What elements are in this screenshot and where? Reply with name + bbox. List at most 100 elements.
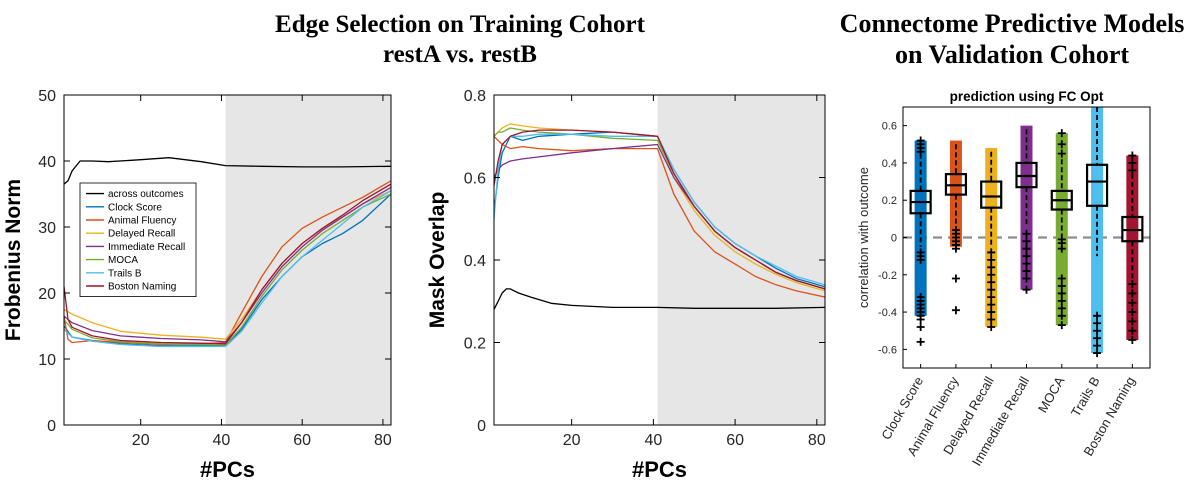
box-boston-naming [1121,151,1144,345]
outlier-marker [987,293,996,302]
x-tick-label: 80 [808,432,826,449]
outlier-marker [1093,319,1102,328]
shaded-region [225,95,391,425]
y-axis-label: Mask Overlap [426,192,449,329]
y-tick-label: 20 [38,286,56,303]
box-animal-fluency [944,140,968,315]
series-line-moca [64,193,391,346]
box-immediate-recall [1015,125,1038,294]
legend-box [79,182,197,297]
outlier-marker [1128,298,1137,307]
legend-entry: Delayed Recall [108,229,175,240]
outlier-marker [1022,274,1031,283]
outlier-marker [987,300,996,309]
outlier-marker [916,136,925,145]
series-line-boston-naming [494,129,825,290]
outlier-marker [1128,317,1137,326]
outlier-marker [987,263,996,272]
series-line-boston-naming [64,183,391,345]
outlier-marker [1093,326,1102,335]
series-line-across-outcomes [494,288,825,310]
outlier-marker [1057,129,1066,138]
box-trails-b [1085,107,1109,358]
outlier-marker [951,274,960,283]
outlier-marker [987,308,996,317]
legend-entry: Boston Naming [108,282,176,293]
y-axis-label: Frobenius Norm [2,179,25,341]
x-tick-label: 40 [213,432,231,449]
series-line-animal-fluency [494,135,825,298]
legend-entry: Clock Score [108,202,162,213]
outlier-marker [916,248,925,257]
axes-frame [63,94,392,426]
x-tick-label: MOCA [1035,374,1068,416]
outlier-marker [1128,151,1137,160]
legend-entry: Animal Fluency [108,216,176,227]
outlier-marker [1093,334,1102,343]
x-tick-label: 20 [132,432,150,449]
left-title-line1: Edge Selection on Training Cohort [275,11,645,38]
data-strip [914,140,927,316]
outlier-marker [1057,311,1066,320]
outlier-marker [1093,311,1102,320]
y-tick-label: 0 [891,233,897,245]
x-tick-label: 40 [644,432,662,449]
legend: across outcomes Clock Score Animal Fluency… [79,182,197,297]
outlier-marker [987,285,996,294]
right-title-line1: Connectome Predictive Models [839,9,1185,38]
outlier-marker [1128,158,1137,167]
outlier-marker [1022,285,1031,294]
left-title-line2: restA vs. restB [383,41,537,68]
legend-entry: MOCA [108,255,138,266]
outlier-marker [1057,281,1066,290]
x-tick-label: 60 [293,432,311,449]
legend-entry: Immediate Recall [108,242,185,253]
outlier-marker [1022,237,1031,246]
outlier-marker [1093,341,1102,350]
outlier-marker [987,255,996,264]
outlier-marker [987,315,996,324]
y-tick-label: 0.4 [882,158,897,170]
outlier-marker [1128,336,1137,345]
mask-overlap-chart: 20 40 60 80 0 0.2 0.4 0.6 0.8 #PCs Mask Overlap [426,88,826,482]
y-tick-label: -0.4 [878,307,897,319]
outlier-marker [1057,296,1066,305]
x-axis-label: #PCs [632,457,687,482]
outlier-marker [1022,259,1031,268]
x-tick-label: 80 [374,432,392,449]
outlier-marker [1128,308,1137,317]
legend-entry: across outcomes [108,189,184,200]
outlier-marker [987,278,996,287]
outlier-marker [951,226,960,235]
outlier-marker [1057,321,1066,330]
y-tick-label: 10 [38,352,56,369]
y-tick-label: 0.6 [882,121,897,133]
right-title-line2: on Validation Cohort [894,40,1130,69]
outlier-marker [951,306,960,315]
legend-entry: Trails B [108,268,142,279]
outlier-marker [987,322,996,331]
outlier-marker [1057,149,1066,158]
outlier-marker [1022,267,1031,276]
x-axis-label: #PCs [200,457,255,482]
box-delayed-recall [980,148,1003,331]
y-tick-label: 40 [38,154,56,171]
box-moca [1050,129,1073,330]
outlier-marker [1057,235,1066,244]
outlier-marker [987,270,996,279]
y-tick-label: -0.2 [878,270,897,282]
outlier-marker [987,248,996,257]
x-tick-label: 20 [563,432,581,449]
x-tick-label: Trails B [1068,374,1103,419]
outlier-marker [1128,289,1137,298]
y-axis-label: correlation with outcome [856,167,871,308]
y-tick-label: 0.2 [882,195,897,207]
y-tick-label: 0.6 [464,171,486,188]
series-line-trails-b [64,190,391,348]
outlier-marker [1057,274,1066,283]
x-tick-label: 60 [726,432,744,449]
series-line-across-outcomes [64,157,391,185]
plot-title: prediction using FC Opt [950,89,1104,104]
outlier-marker [1128,166,1137,175]
